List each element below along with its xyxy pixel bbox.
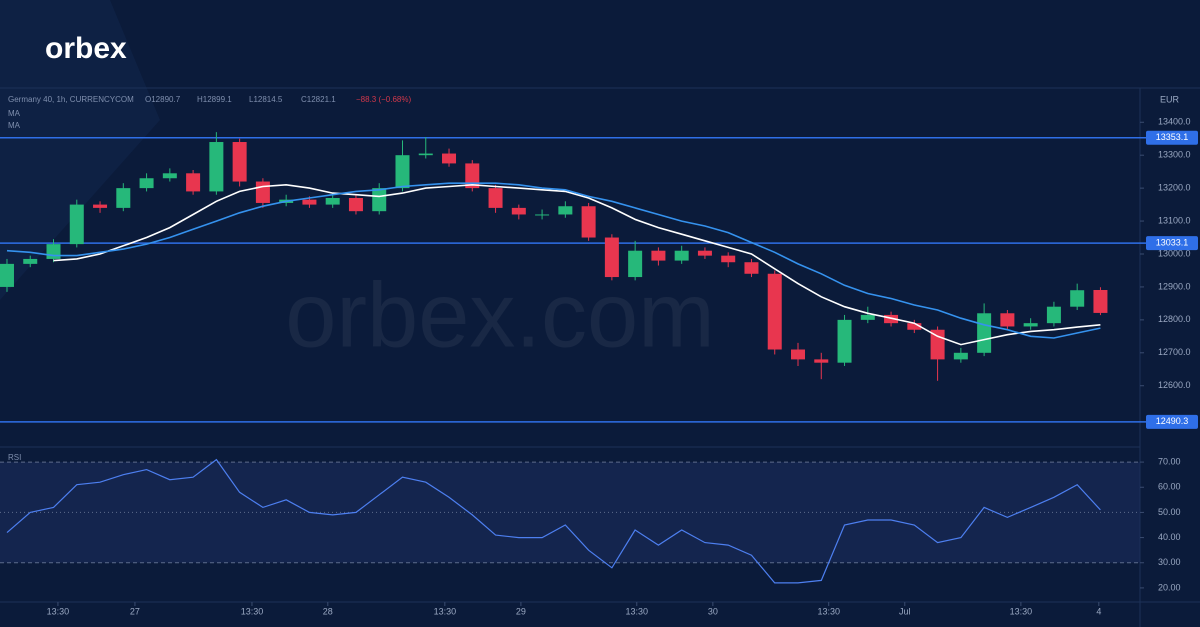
ohlc-value: O12890.7 <box>145 95 181 104</box>
x-tick-label: 13:30 <box>626 606 649 616</box>
y-tick-label: 13200.0 <box>1158 182 1191 192</box>
candle-body <box>418 153 433 156</box>
level-tag <box>1146 236 1198 251</box>
candle-body <box>1046 306 1061 324</box>
candle-body <box>116 188 131 208</box>
candle-body <box>139 178 154 189</box>
candle-body <box>395 155 410 189</box>
y-tick-label: 12700.0 <box>1158 347 1191 357</box>
y-tick-label: 12900.0 <box>1158 281 1191 291</box>
x-tick-label: 13:30 <box>434 606 457 616</box>
currency: EUR <box>1160 94 1180 104</box>
candle-body <box>209 142 224 192</box>
candle-body <box>162 173 177 179</box>
candle-body <box>953 352 968 360</box>
x-tick-label: 13:30 <box>241 606 264 616</box>
legend-entry: MA <box>8 109 21 118</box>
candle-body <box>0 263 14 287</box>
candle-body <box>628 250 643 278</box>
ma-line <box>53 183 1101 346</box>
ohlc-value: C12821.1 <box>301 95 336 104</box>
candle-body <box>511 207 526 215</box>
y-tick-label: 13100.0 <box>1158 215 1191 225</box>
candle-body <box>93 204 108 208</box>
ma-line <box>6 182 1101 339</box>
decor <box>0 0 160 300</box>
rsi-tick-label: 30.00 <box>1158 557 1181 567</box>
x-tick-label: 13:30 <box>817 606 840 616</box>
candle-body <box>767 273 782 350</box>
candle-body <box>46 244 61 259</box>
rsi-band <box>0 462 1140 563</box>
y-tick-label: 12600.0 <box>1158 380 1191 390</box>
candle-body <box>69 204 84 245</box>
candle-body <box>604 237 619 278</box>
x-tick-label: 4 <box>1096 606 1101 616</box>
candle-body <box>442 153 457 164</box>
logo: orbex <box>45 32 127 65</box>
candle-body <box>558 206 573 215</box>
candle-body <box>884 314 899 324</box>
level-label: 13033.1 <box>1156 237 1189 247</box>
y-tick-label: 13000.0 <box>1158 248 1191 258</box>
x-tick-label: 29 <box>516 606 526 616</box>
candle-body <box>721 255 736 263</box>
ohlc-value: −88.3 (−0.68%) <box>356 95 411 104</box>
candle-body <box>1070 290 1085 307</box>
candle-body <box>907 323 922 330</box>
ohlc-value: H12899.1 <box>197 95 232 104</box>
candle-body <box>186 173 201 192</box>
candle-body <box>814 359 829 363</box>
candle-body <box>1000 313 1015 327</box>
y-tick-label: 13400.0 <box>1158 117 1191 127</box>
rsi-tick-label: 20.00 <box>1158 582 1181 592</box>
rsi-tick-label: 60.00 <box>1158 482 1181 492</box>
candle-body <box>837 319 852 363</box>
rsi-tick-label: 40.00 <box>1158 532 1181 542</box>
candle-body <box>1023 323 1038 327</box>
candle-body <box>651 250 666 261</box>
candle-body <box>791 349 805 360</box>
rsi-line <box>6 458 1101 584</box>
candle-body <box>232 142 247 182</box>
x-tick-label: 27 <box>130 606 140 616</box>
x-tick-label: 13:30 <box>47 606 70 616</box>
candle-body <box>325 198 340 205</box>
x-tick-label: 13:30 <box>1010 606 1033 616</box>
candle-body <box>465 163 480 189</box>
y-tick-label: 13300.0 <box>1158 150 1191 160</box>
ohlc-value: L12814.5 <box>249 95 283 104</box>
candle-body <box>860 314 875 320</box>
candle-body <box>302 199 317 205</box>
candle-body <box>372 188 387 212</box>
symbol: Germany 40, 1h, CURRENCYCOM <box>8 95 134 104</box>
candle-body <box>255 181 270 203</box>
legend-entry: MA <box>8 121 21 130</box>
rsi-tick-label: 50.00 <box>1158 507 1181 517</box>
x-tick-label: Jul <box>899 606 911 616</box>
candle-body <box>23 258 38 264</box>
level-label: 13353.1 <box>1156 132 1189 142</box>
candle-body <box>581 206 596 238</box>
candle-body <box>535 214 550 216</box>
level-label: 12490.3 <box>1156 416 1189 426</box>
level-tag <box>1146 130 1198 145</box>
rsi-tick-label: 70.00 <box>1158 456 1181 466</box>
candle-body <box>977 313 992 353</box>
watermark: orbex.com <box>285 264 715 366</box>
x-tick-label: 30 <box>708 606 718 616</box>
candle-body <box>697 250 712 256</box>
candle-body <box>488 188 503 208</box>
candle-body <box>348 198 363 212</box>
x-tick-label: 28 <box>323 606 333 616</box>
y-tick-label: 12800.0 <box>1158 314 1191 324</box>
candle-body <box>744 262 759 274</box>
rsi-label: RSI <box>8 453 21 462</box>
candle-body <box>674 250 689 261</box>
candle-body <box>1093 289 1108 313</box>
level-tag <box>1146 414 1198 429</box>
